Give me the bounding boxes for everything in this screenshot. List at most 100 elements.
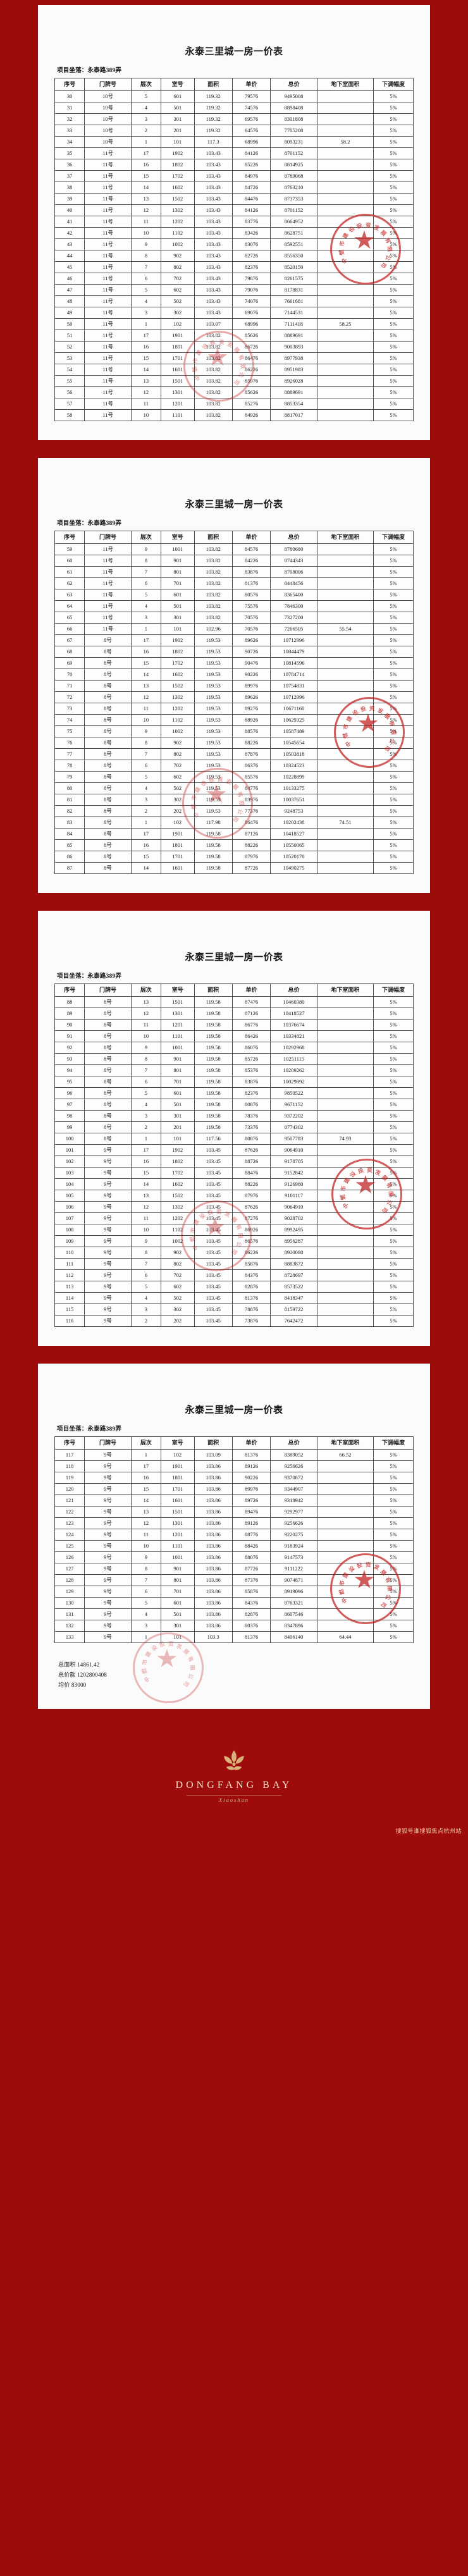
- cell-basement-area: [316, 737, 374, 749]
- cell-discount: 5%: [373, 1269, 414, 1281]
- cell-building: 11号: [84, 147, 132, 159]
- cell-building: 8号: [84, 1099, 132, 1111]
- cell-building: 11号: [84, 318, 132, 330]
- cell-unit: 901: [161, 1053, 195, 1065]
- cell-unit-price: 89276: [231, 703, 271, 715]
- cell-area: 103.45: [194, 1144, 233, 1156]
- cell-unit: 1602: [161, 669, 195, 681]
- cell-total-price: 8789068: [270, 170, 317, 182]
- table-body: 117 9号 1 102 103.09 81376 8389052 66.52 5% 118 9号 1…: [54, 1449, 414, 1643]
- cell-discount: 5%: [373, 352, 414, 364]
- table-row: 33 10号 2 201 119.32 64576 7705208 5%: [54, 125, 414, 137]
- cell-basement-area: [316, 227, 374, 239]
- cell-basement-area: [316, 1517, 374, 1529]
- cell-index: 109: [54, 1235, 85, 1247]
- table-row: 47 11号 5 602 103.43 79076 8178831 5%: [54, 284, 414, 296]
- table-row: 41 11号 11 1202 103.43 83776 8664952 5%: [54, 216, 414, 228]
- cell-area: 103.45: [194, 1258, 233, 1270]
- cell-unit-price: 87976: [231, 851, 271, 863]
- cell-basement-area: [316, 330, 374, 342]
- cell-building: 8号: [84, 839, 132, 851]
- cell-discount: 5%: [373, 691, 414, 703]
- cell-building: 9号: [84, 1586, 132, 1598]
- cell-total-price: 9003893: [270, 341, 317, 353]
- cell-discount: 5%: [373, 250, 414, 262]
- cell-basement-area: [316, 398, 374, 410]
- cell-basement-area: [316, 1110, 374, 1122]
- cell-total-price: 9344907: [270, 1483, 317, 1495]
- cell-total-price: 8919096: [270, 1586, 317, 1598]
- cell-basement-area: 55.54: [316, 623, 374, 635]
- cell-discount: 5%: [373, 623, 414, 635]
- cell-discount: 5%: [373, 273, 414, 285]
- cell-area: 103.09: [194, 1449, 233, 1461]
- column-header-floor: 层次: [130, 983, 162, 997]
- cell-floor: 15: [130, 851, 162, 863]
- cell-area: 103.82: [194, 600, 233, 612]
- cell-unit-price: 85226: [231, 159, 271, 171]
- cell-discount: 5%: [373, 1483, 414, 1495]
- cell-unit: 902: [161, 737, 195, 749]
- cell-floor: 2: [130, 1121, 162, 1133]
- cell-basement-area: [316, 1178, 374, 1190]
- cell-total-price: 10037651: [270, 794, 317, 806]
- cell-area: 103.82: [194, 398, 233, 410]
- cell-index: 74: [54, 714, 85, 726]
- cell-unit: 301: [161, 1110, 195, 1122]
- cell-floor: 4: [130, 1099, 162, 1111]
- cell-basement-area: [316, 1597, 374, 1609]
- cell-basement-area: [316, 782, 374, 794]
- cell-discount: 5%: [373, 1247, 414, 1259]
- cell-index: 35: [54, 147, 85, 159]
- table-row: 55 11号 13 1501 103.82 85976 8926028 5%: [54, 375, 414, 387]
- cell-building: 9号: [84, 1224, 132, 1236]
- cell-unit-price: 81376: [231, 1631, 271, 1643]
- cell-unit-price: 74076: [231, 295, 271, 307]
- cell-area: 103.43: [194, 147, 233, 159]
- cell-unit: 802: [161, 1258, 195, 1270]
- cell-total-price: 9074871: [270, 1574, 317, 1586]
- table-header-row: 序号 门牌号 层次 室号 面积 单价 总价 地下室面积 下调幅度: [54, 531, 414, 544]
- cell-total-price: 8817017: [270, 409, 317, 421]
- cell-basement-area: [316, 102, 374, 114]
- cell-total-price: 8889691: [270, 330, 317, 342]
- cell-discount: 5%: [373, 600, 414, 612]
- cell-total-price: 8406140: [270, 1631, 317, 1643]
- cell-area: 103.86: [194, 1460, 233, 1472]
- cell-unit: 1502: [161, 1190, 195, 1202]
- cell-floor: 13: [130, 1190, 162, 1202]
- summary-total-price: 总价款 1202800408: [58, 1672, 108, 1678]
- cell-discount: 5%: [373, 1121, 414, 1133]
- cell-discount: 5%: [373, 577, 414, 589]
- cell-building: 11号: [84, 307, 132, 319]
- cell-index: 108: [54, 1224, 85, 1236]
- table-row: 51 11号 17 1901 103.82 85626 8889691 5%: [54, 330, 414, 342]
- cell-basement-area: [316, 1167, 374, 1179]
- cell-building: 9号: [84, 1517, 132, 1529]
- cell-unit-price: 83426: [231, 227, 271, 239]
- cell-floor: 6: [130, 1076, 162, 1088]
- cell-total-price: 8093231: [270, 136, 317, 148]
- cell-unit-price: 85726: [231, 1053, 271, 1065]
- cell-discount: 5%: [373, 669, 414, 681]
- cell-building: 10号: [84, 136, 132, 148]
- cell-unit: 601: [161, 589, 195, 601]
- cell-floor: 14: [130, 862, 162, 874]
- table-row: 66 11号 1 101 102.96 70576 7266505 55.54 5%: [54, 623, 414, 635]
- cell-basement-area: [316, 1019, 374, 1031]
- cell-basement-area: [316, 375, 374, 387]
- cell-building: 8号: [84, 725, 132, 737]
- cell-building: 11号: [84, 238, 132, 250]
- cell-index: 88: [54, 996, 85, 1008]
- cell-unit: 1802: [161, 1156, 195, 1168]
- cell-area: 103.82: [194, 364, 233, 376]
- cell-index: 61: [54, 566, 85, 578]
- cell-floor: 10: [130, 714, 162, 726]
- cell-area: 119.32: [194, 102, 233, 114]
- cell-building: 11号: [84, 543, 132, 555]
- cell-unit-price: 88076: [231, 1551, 271, 1563]
- table-row: 100 8号 1 101 117.56 80876 9507783 74.93 5%: [54, 1133, 414, 1145]
- cell-building: 8号: [84, 748, 132, 760]
- cell-discount: 5%: [373, 1517, 414, 1529]
- cell-discount: 5%: [373, 1303, 414, 1316]
